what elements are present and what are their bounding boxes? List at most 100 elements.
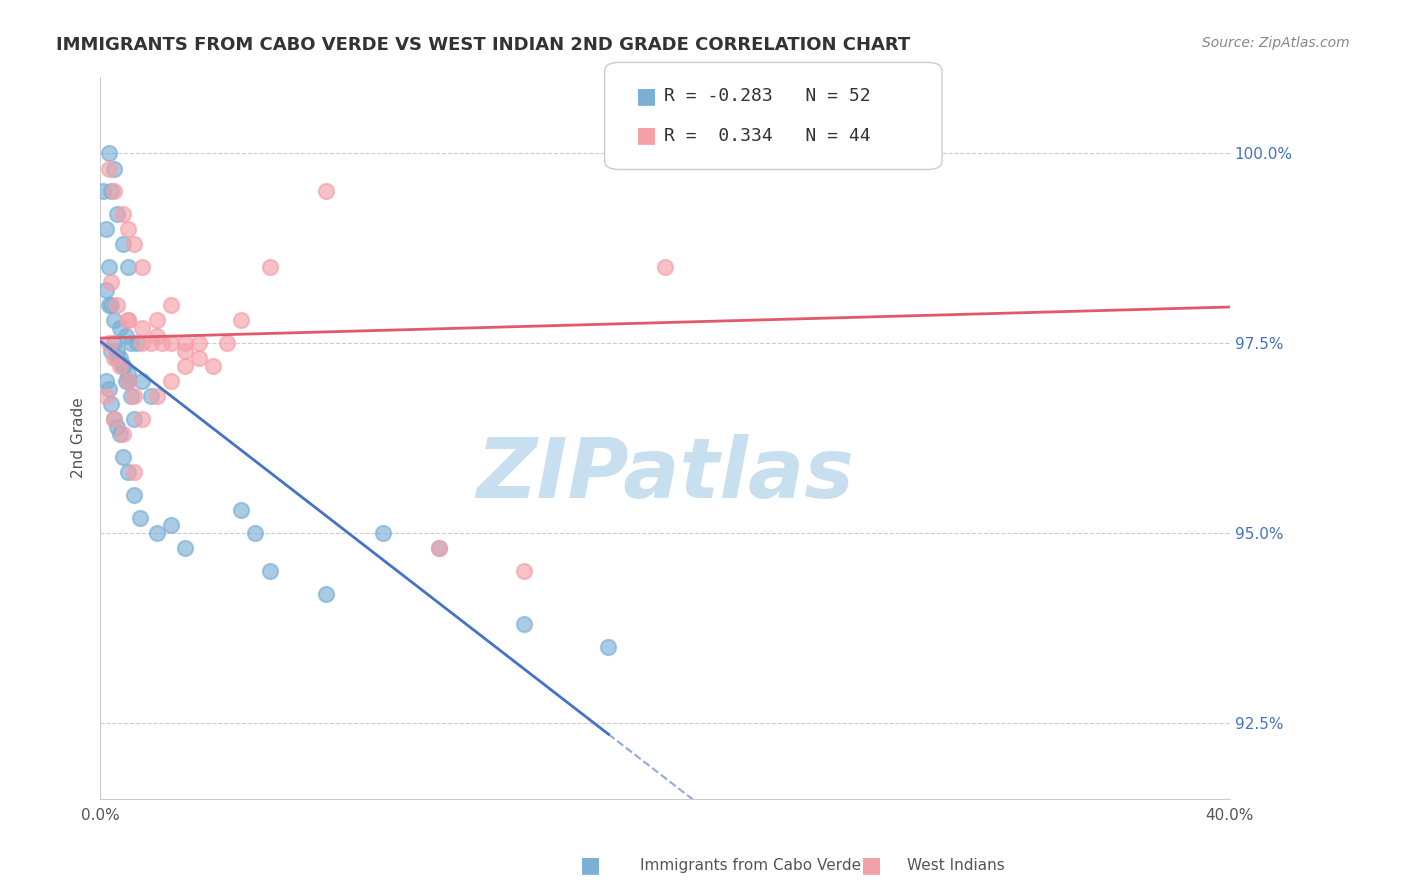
Point: [145, 328, 167, 343]
Point: [131, 260, 153, 275]
Point: [125, 336, 148, 351]
Point: [173, 359, 195, 373]
Point: [117, 260, 139, 275]
Point: [117, 313, 139, 327]
Text: ■: ■: [636, 126, 657, 145]
Point: [122, 412, 145, 426]
Point: [100, 276, 122, 290]
Point: [122, 237, 145, 252]
Point: [105, 419, 128, 434]
Text: West Indians: West Indians: [907, 858, 1005, 872]
Point: [103, 412, 125, 426]
Point: [122, 465, 145, 479]
Point: [131, 321, 153, 335]
Point: [94, 374, 117, 388]
Point: [202, 359, 225, 373]
Point: [145, 313, 167, 327]
Point: [159, 518, 181, 533]
Point: [103, 412, 125, 426]
Point: [128, 511, 150, 525]
Point: [122, 389, 145, 403]
Point: [259, 260, 281, 275]
Point: [159, 298, 181, 312]
Point: [108, 359, 131, 373]
Point: [108, 427, 131, 442]
Point: [103, 336, 125, 351]
Point: [108, 351, 131, 366]
Point: [231, 313, 253, 327]
Point: [427, 541, 450, 556]
Point: [117, 374, 139, 388]
Point: [105, 351, 128, 366]
Point: [173, 336, 195, 351]
Text: ZIPatlas: ZIPatlas: [477, 434, 853, 515]
Point: [100, 397, 122, 411]
Point: [139, 389, 162, 403]
Point: [100, 298, 122, 312]
Point: [105, 343, 128, 358]
Y-axis label: 2nd Grade: 2nd Grade: [72, 398, 86, 478]
Point: [173, 541, 195, 556]
Point: [598, 640, 620, 654]
Point: [259, 564, 281, 578]
Point: [245, 526, 267, 541]
Point: [131, 374, 153, 388]
Point: [94, 283, 117, 297]
Point: [94, 222, 117, 236]
Text: ■: ■: [636, 87, 657, 106]
Point: [117, 465, 139, 479]
Point: [105, 298, 128, 312]
Point: [97, 146, 120, 161]
Point: [159, 374, 181, 388]
Point: [117, 367, 139, 381]
Point: [145, 526, 167, 541]
Point: [111, 359, 134, 373]
Point: [97, 298, 120, 312]
Point: [315, 587, 337, 601]
Point: [427, 541, 450, 556]
Point: [91, 184, 114, 198]
Point: [111, 237, 134, 252]
Point: [114, 328, 136, 343]
Text: Source: ZipAtlas.com: Source: ZipAtlas.com: [1202, 36, 1350, 50]
Point: [97, 260, 120, 275]
Point: [794, 146, 817, 161]
Point: [159, 336, 181, 351]
Point: [97, 161, 120, 176]
Text: R =  0.334   N = 44: R = 0.334 N = 44: [664, 127, 870, 145]
Point: [94, 389, 117, 403]
Point: [231, 503, 253, 517]
Point: [150, 336, 173, 351]
Point: [512, 617, 534, 632]
Point: [103, 313, 125, 327]
Text: IMMIGRANTS FROM CABO VERDE VS WEST INDIAN 2ND GRADE CORRELATION CHART: IMMIGRANTS FROM CABO VERDE VS WEST INDIA…: [56, 36, 911, 54]
Point: [111, 207, 134, 221]
Point: [512, 564, 534, 578]
Point: [114, 374, 136, 388]
Point: [97, 336, 120, 351]
Point: [103, 184, 125, 198]
Point: [108, 321, 131, 335]
Text: ■: ■: [581, 855, 600, 875]
Point: [173, 343, 195, 358]
Text: Immigrants from Cabo Verde: Immigrants from Cabo Verde: [640, 858, 860, 872]
Point: [97, 382, 120, 396]
Point: [105, 207, 128, 221]
Point: [188, 351, 211, 366]
Point: [111, 359, 134, 373]
Point: [100, 343, 122, 358]
Point: [371, 526, 394, 541]
Point: [111, 450, 134, 464]
Text: R = -0.283   N = 52: R = -0.283 N = 52: [664, 87, 870, 105]
Point: [117, 313, 139, 327]
Point: [120, 389, 142, 403]
Point: [654, 260, 676, 275]
Point: [315, 184, 337, 198]
Point: [103, 161, 125, 176]
Point: [111, 427, 134, 442]
Point: [131, 336, 153, 351]
Point: [120, 336, 142, 351]
Point: [131, 412, 153, 426]
Point: [217, 336, 239, 351]
Point: [139, 336, 162, 351]
